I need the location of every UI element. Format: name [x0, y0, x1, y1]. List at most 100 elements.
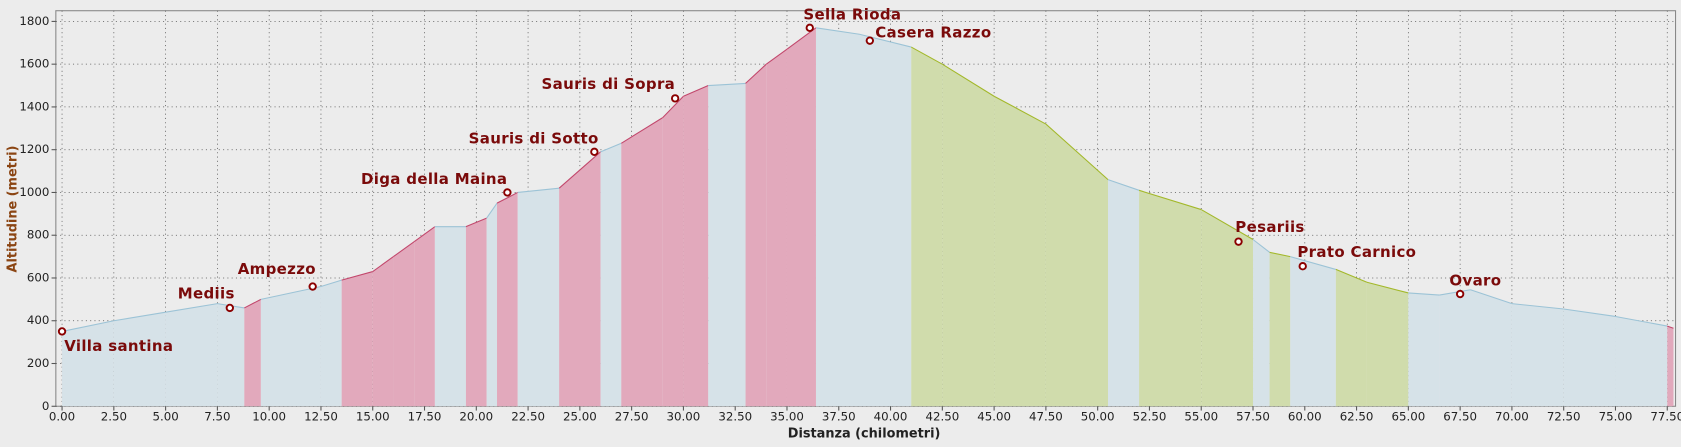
- profile-band: [786, 27, 816, 407]
- profile-edge: [745, 63, 767, 84]
- y-tick-label: 400: [27, 313, 50, 327]
- profile-band: [517, 188, 560, 407]
- profile-band: [1667, 326, 1674, 407]
- profile-edge: [372, 256, 394, 273]
- x-tick-label: 45.00: [977, 409, 1011, 423]
- y-tick-label: 1200: [19, 142, 49, 156]
- place-marker: [1234, 237, 1243, 246]
- place-marker: [590, 147, 599, 157]
- profile-edge: [1335, 268, 1368, 283]
- profile-edge: [942, 63, 995, 97]
- y-tick-label: 1600: [19, 57, 49, 71]
- profile-edge: [558, 151, 601, 189]
- profile: [61, 27, 1674, 407]
- profile-edge: [341, 271, 373, 281]
- profile-edge: [708, 82, 746, 87]
- x-tick-label: 55.00: [1184, 409, 1218, 423]
- profile-band: [859, 34, 912, 407]
- x-tick-label: 50.00: [1081, 409, 1115, 423]
- profile-band: [1201, 209, 1254, 407]
- profile-edge: [1252, 239, 1270, 253]
- profile-edge: [113, 311, 166, 322]
- x-tick-label: 72.50: [1547, 409, 1581, 423]
- place-label: Ampezzo: [238, 260, 316, 278]
- place-label: Pesariis: [1235, 218, 1304, 236]
- x-tick-label: 7.50: [204, 409, 230, 423]
- profile-band: [683, 85, 709, 407]
- place-label: Sauris di Sopra: [542, 75, 676, 93]
- profile-edge: [517, 187, 560, 193]
- profile-edge: [859, 33, 912, 48]
- profile-band: [341, 271, 373, 407]
- profile-edge: [1138, 189, 1202, 211]
- y-tick-label: 800: [27, 228, 50, 242]
- place-marker: [503, 188, 512, 197]
- profile-band: [497, 192, 518, 407]
- y-tick-label: 600: [27, 270, 50, 284]
- y-tick-label: 200: [27, 356, 50, 370]
- profile-band: [1290, 256, 1336, 407]
- profile-edge: [993, 95, 1047, 125]
- profile-edge: [1269, 251, 1291, 258]
- profile-edge: [465, 217, 487, 228]
- profile-edge: [413, 226, 436, 243]
- profile-band: [600, 143, 622, 407]
- x-tick-label: 12.50: [304, 409, 338, 423]
- profile-band: [244, 299, 261, 407]
- profile-band: [708, 83, 746, 407]
- place-label: Villa santina: [64, 337, 173, 355]
- profile-edge: [621, 117, 663, 144]
- profile-edge: [1200, 209, 1254, 240]
- x-tick-label: 32.50: [718, 409, 752, 423]
- place-marker: [308, 282, 317, 291]
- profile-band: [815, 27, 860, 407]
- profile-band: [1139, 190, 1202, 407]
- profile-band: [911, 47, 943, 407]
- x-tick-label: 5.00: [152, 409, 178, 423]
- profile-edge: [393, 241, 415, 258]
- x-tick-label: 70.00: [1495, 409, 1529, 423]
- profile-edge: [244, 298, 262, 309]
- profile-edge: [1470, 289, 1513, 305]
- place-marker: [225, 303, 235, 313]
- x-tick-label: 22.50: [511, 409, 545, 423]
- profile-edge: [1408, 292, 1440, 296]
- place-label: Sella Rioda: [803, 5, 901, 23]
- place-marker: [57, 327, 67, 336]
- profile-band: [62, 320, 114, 407]
- profile-band: [1045, 124, 1109, 407]
- profile-band: [994, 96, 1046, 407]
- x-tick-label: 52.50: [1133, 409, 1167, 423]
- ticks: 0 200 400 600 800 1000 1200 1400 1600 1800 0.00 2.5…: [19, 14, 1681, 424]
- profile-band: [465, 218, 487, 407]
- profile-band: [942, 64, 995, 407]
- profile-band: [1563, 308, 1616, 407]
- y-tick-label: 1000: [19, 185, 49, 199]
- place-label: Casera Razzo: [875, 24, 991, 42]
- place-label: Prato Carnico: [1297, 243, 1416, 261]
- profile-band: [662, 96, 684, 407]
- profile-edge: [165, 303, 218, 313]
- place-marker: [1298, 262, 1307, 271]
- x-tick-label: 25.00: [563, 409, 597, 423]
- profile-band: [165, 303, 218, 407]
- profile-edge: [496, 191, 518, 204]
- profile-band: [1470, 289, 1512, 407]
- profile-edge: [765, 48, 788, 65]
- profile-band: [621, 117, 663, 407]
- x-tick-label: 35.00: [770, 409, 804, 423]
- profile-edge: [1511, 303, 1564, 310]
- profile-edge: [1667, 325, 1674, 329]
- profile-edge: [600, 142, 622, 153]
- x-tick-label: 10.00: [252, 409, 286, 423]
- profile-edge: [1439, 289, 1471, 296]
- x-tick-label: 15.00: [356, 409, 390, 423]
- x-tick-label: 75.00: [1599, 409, 1633, 423]
- place-label: Mediis: [178, 284, 235, 302]
- profile-edge: [1045, 123, 1109, 181]
- profile-band: [559, 151, 601, 407]
- x-tick-label: 37.50: [822, 409, 856, 423]
- profile-band: [1408, 292, 1440, 407]
